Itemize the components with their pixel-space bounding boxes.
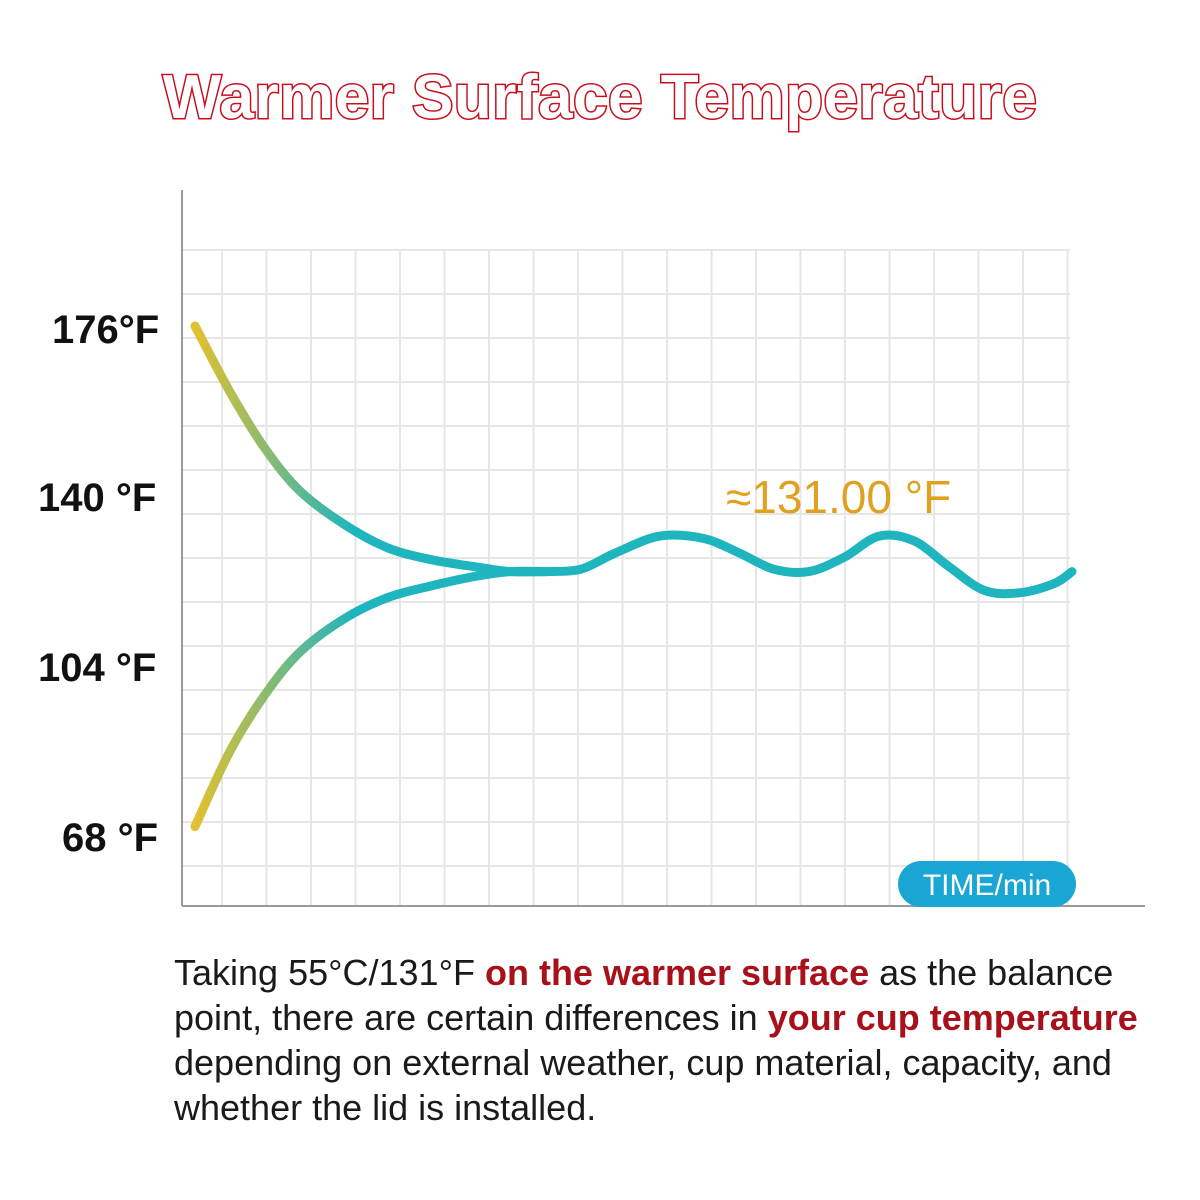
cooling-curve — [190, 321, 551, 577]
chart-grid — [182, 249, 1070, 906]
caption-text: Taking 55°C/131°F on the warmer surface … — [174, 950, 1184, 1130]
caption-highlight: on the warmer surface — [484, 952, 870, 993]
balance-curve — [541, 530, 1077, 599]
y-tick-labels: 176°F 140 °F 104 °F 68 °F — [38, 308, 159, 860]
caption-highlight: your cup temperature — [767, 997, 1138, 1038]
y-tick-label: 140 °F — [38, 476, 156, 520]
caption-part: as the balance point, there are certain … — [174, 952, 1114, 1038]
y-tick-label: 104 °F — [38, 646, 156, 690]
x-axis-label: TIME/min — [923, 869, 1051, 902]
y-tick-label: 176°F — [52, 308, 159, 352]
y-tick-label: 68 °F — [62, 816, 158, 860]
chart-series — [190, 321, 1077, 832]
time-badge-background — [898, 861, 1076, 907]
caption-part: Taking 55°C/131°F — [174, 952, 485, 993]
balance-annotation: ≈131.00 °F — [726, 471, 951, 523]
caption-part: depending on external weather, cup mater… — [174, 1042, 1112, 1128]
chart-axes — [181, 190, 1145, 907]
chart-title: Warmer Surface Temperature — [161, 62, 1038, 134]
heating-curve — [190, 566, 551, 832]
temperature-chart: 176°F 140 °F 104 °F 68 °F ≈131.00 °F TIM… — [38, 190, 1145, 907]
time-axis-badge: TIME/min — [898, 861, 1076, 907]
